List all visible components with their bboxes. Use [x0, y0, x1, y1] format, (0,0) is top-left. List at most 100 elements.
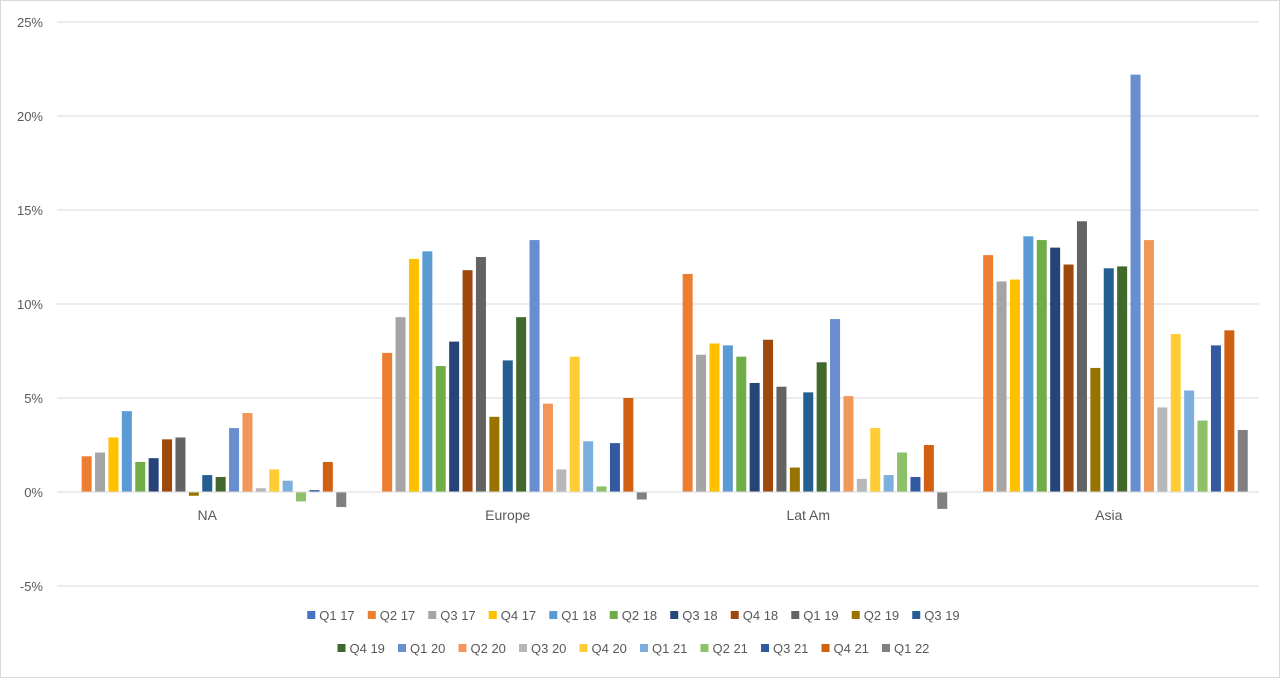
bar-na-q1-18	[121, 411, 132, 492]
bar-asia-q2-18	[1036, 240, 1047, 492]
legend-label: Q3 21	[773, 641, 808, 656]
y-tick-label: 10%	[17, 297, 43, 312]
legend-swatch	[307, 611, 316, 619]
legend-item: Q4 20	[579, 641, 627, 656]
legend-label: Q4 19	[350, 641, 385, 656]
bar-asia-q4-19	[1117, 266, 1128, 492]
bar-europe-q2-19	[489, 416, 500, 492]
legend-item: Q3 17	[428, 608, 476, 623]
x-category-label: Lat Am	[786, 507, 830, 523]
legend-item: Q1 22	[882, 641, 929, 656]
legend-item: Q2 20	[458, 641, 506, 656]
legend-label: Q2 20	[471, 641, 506, 656]
bar-lat-am-q1-21	[883, 475, 894, 492]
bar-lat-am-q2-18	[736, 356, 747, 492]
bar-lat-am-q3-19	[803, 392, 814, 492]
bar-lat-am-q3-21	[910, 476, 921, 492]
bar-europe-q3-21	[609, 443, 620, 492]
bar-na-q1-19	[175, 437, 186, 492]
bar-europe-q1-20	[529, 240, 540, 492]
bar-na-q2-18	[135, 461, 146, 492]
bar-lat-am-q2-21	[897, 452, 908, 492]
y-tick-label: -5%	[20, 579, 44, 594]
y-tick-label: 15%	[17, 203, 43, 218]
bar-europe-q2-20	[542, 403, 553, 492]
legend-label: Q3 18	[682, 608, 717, 623]
legend-item: Q4 19	[337, 641, 385, 656]
bar-europe-q4-17	[408, 258, 419, 492]
bar-lat-am-q1-18	[722, 345, 733, 492]
bar-asia-q1-18	[1023, 236, 1034, 492]
legend-label: Q2 19	[864, 608, 899, 623]
bar-lat-am-q3-20	[856, 478, 867, 492]
bar-na-q1-20	[229, 428, 240, 492]
legend-swatch	[398, 644, 406, 652]
bar-lat-am-q2-20	[843, 396, 854, 492]
bar-na-q3-17	[95, 452, 106, 492]
x-axis: NA Europe Lat Am Asia	[57, 491, 1259, 523]
bar-europe-q2-21	[596, 486, 607, 492]
legend-swatch	[488, 611, 497, 619]
legend-label: Q3 20	[531, 641, 566, 656]
legend-item: Q3 21	[761, 641, 808, 656]
legend-item: Q3 18	[670, 608, 718, 623]
legend-label: Q3 17	[440, 608, 475, 623]
legend-item: Q3 20	[519, 641, 566, 656]
bar-lat-am-q4-17	[709, 343, 720, 492]
y-tick-label: 5%	[24, 391, 43, 406]
legend: Q1 17 Q2 17 Q3 17 Q4 17 Q1 18 Q2 18 Q3 18 Q4 18…	[307, 608, 960, 656]
bar-na-q4-20	[269, 469, 280, 492]
bar-lat-am-q4-18	[763, 339, 774, 492]
bar-na-q4-21	[322, 461, 333, 492]
bar-asia-q4-17	[1009, 279, 1020, 492]
bar-europe-q1-21	[583, 441, 594, 492]
bar-lat-am-q2-19	[789, 467, 800, 492]
bar-asia-q1-19	[1076, 221, 1087, 492]
bar-asia-q3-17	[996, 281, 1007, 492]
legend-item: Q2 17	[367, 608, 415, 623]
legend-item: Q1 18	[549, 608, 597, 623]
bar-asia-q4-18	[1063, 264, 1074, 492]
bar-na-q3-19	[202, 475, 213, 492]
bar-asia-q1-21	[1184, 390, 1195, 492]
bar-europe-q4-20	[569, 356, 580, 492]
legend-label: Q4 18	[743, 608, 778, 623]
bar-europe-q3-20	[556, 469, 567, 492]
legend-label: Q3 19	[924, 608, 959, 623]
legend-label: Q4 17	[501, 608, 536, 623]
bar-asia-q1-22	[1237, 429, 1248, 492]
bar-europe-q4-18	[462, 270, 473, 492]
bar-asia-q3-18	[1050, 247, 1061, 492]
bar-lat-am-q4-19	[816, 362, 827, 492]
bar-europe-q1-19	[475, 257, 486, 492]
bar-lat-am-q4-20	[870, 428, 881, 492]
legend-item: Q1 19	[791, 608, 839, 623]
legend-swatch	[791, 611, 800, 619]
legend-label: Q1 19	[803, 608, 838, 623]
legend-item: Q4 21	[821, 641, 869, 656]
legend-swatch	[882, 644, 890, 652]
bar-europe-q3-17	[395, 317, 406, 492]
bar-lat-am-q3-17	[696, 354, 707, 492]
legend-swatch	[670, 611, 679, 619]
bar-lat-am-q1-19	[776, 386, 787, 492]
bar-europe-q4-21	[623, 398, 634, 492]
legend-swatch	[821, 644, 830, 652]
bar-asia-q3-20	[1157, 407, 1168, 492]
bar-asia-q2-17	[983, 255, 994, 492]
legend-swatch	[428, 611, 437, 619]
bar-europe-q4-19	[516, 317, 527, 492]
legend-swatch	[458, 644, 467, 652]
legend-swatch	[761, 644, 769, 652]
bar-asia-q2-19	[1090, 367, 1101, 492]
bar-europe-q3-18	[449, 341, 460, 492]
bar-lat-am-q1-22	[937, 492, 948, 509]
bar-na-q2-19	[188, 492, 199, 496]
bar-europe-q1-18	[422, 251, 433, 492]
legend-swatch	[912, 611, 921, 619]
legend-label: Q1 20	[410, 641, 445, 656]
legend-item: Q4 17	[488, 608, 536, 623]
bar-asia-q3-19	[1103, 268, 1114, 492]
